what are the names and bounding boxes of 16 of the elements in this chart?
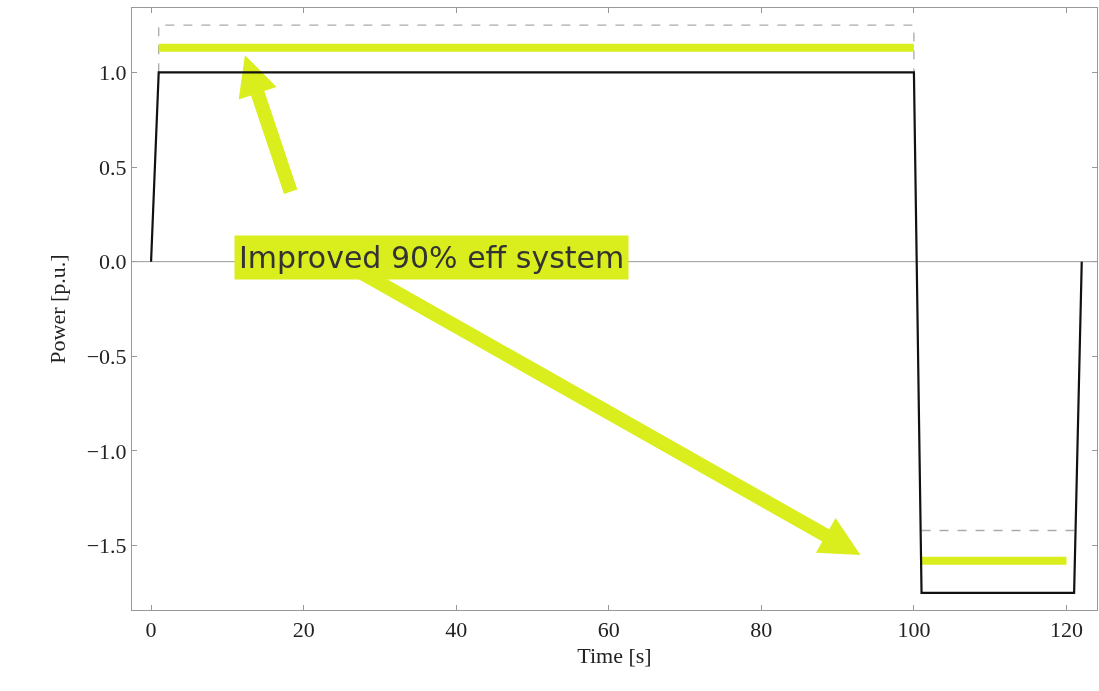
y-tick-label: −1.5 xyxy=(86,533,127,559)
y-tick-label: 0.0 xyxy=(99,249,127,275)
y-tick-label: 0.5 xyxy=(99,154,127,180)
x-tick-label: 20 xyxy=(292,617,315,643)
x-tick-label: 80 xyxy=(750,617,773,643)
y-axis-title: Power [p.u.] xyxy=(45,254,71,364)
x-tick-label: 0 xyxy=(145,617,157,643)
x-tick-label: 60 xyxy=(597,617,620,643)
annotation: Improved 90% eff system xyxy=(239,240,625,275)
y-tick-label: 1.0 xyxy=(99,60,127,86)
x-tick-label: 100 xyxy=(897,617,931,643)
y-tick-label: −1.0 xyxy=(86,438,127,464)
x-tick-label: 120 xyxy=(1049,617,1083,643)
y-tick-label: −0.5 xyxy=(86,344,127,370)
x-axis-title: Time [s] xyxy=(577,643,652,669)
x-tick-label: 40 xyxy=(445,617,468,643)
